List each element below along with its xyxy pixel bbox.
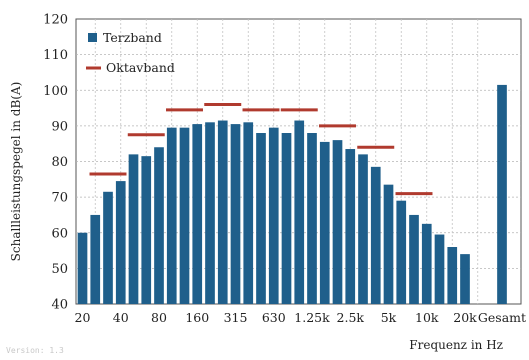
y-tick-label: 110 (43, 48, 68, 63)
y-tick-label: 70 (51, 191, 68, 206)
bar-terzband-5k (384, 185, 394, 304)
y-tick-label: 50 (51, 262, 68, 277)
y-tick-label: 80 (51, 155, 68, 170)
bar-terzband-2.5k (345, 149, 355, 304)
y-tick-label: 40 (51, 298, 68, 313)
bar-terzband-10k (422, 224, 432, 304)
bar-terzband-16k (447, 247, 457, 304)
bar-terzband-40 (116, 181, 126, 304)
legend-label-terzband: Terzband (103, 30, 162, 45)
y-tick-label: 90 (51, 119, 68, 134)
bar-terzband-200 (205, 122, 215, 304)
x-axis-title: Frequenz in Hz (409, 338, 503, 352)
x-tick-label: 20k (453, 310, 477, 325)
legend-swatch-terzband (88, 33, 97, 42)
x-tick-label: 80 (151, 310, 167, 325)
bar-terzband-125 (180, 128, 190, 304)
bar-terzband-3.15k (358, 154, 368, 304)
x-tick-label: Gesamt (478, 310, 526, 325)
bar-terzband-630 (269, 128, 279, 304)
bar-terzband-8k (409, 215, 419, 304)
bar-terzband-63 (141, 156, 151, 304)
bar-gesamt (497, 85, 507, 304)
bar-terzband-400 (243, 122, 253, 304)
x-tick-label: 5k (381, 310, 397, 325)
bar-terzband-25 (90, 215, 100, 304)
bar-terzband-80 (154, 147, 164, 304)
bar-terzband-31.5 (103, 192, 113, 304)
bar-terzband-100 (167, 128, 177, 304)
x-tick-label: 630 (262, 310, 286, 325)
bar-terzband-160 (192, 124, 202, 304)
bar-terzband-12.5k (435, 235, 445, 304)
x-tick-label: 1.25k (294, 310, 330, 325)
bar-terzband-50 (129, 154, 139, 304)
bar-terzband-6.3k (396, 201, 406, 304)
x-tick-label: 2.5k (337, 310, 365, 325)
y-axis-title: Schallleistungspegel in dB(A) (9, 82, 23, 262)
legend-label-oktavband: Oktavband (106, 60, 175, 75)
x-tick-label: 40 (113, 310, 129, 325)
y-tick-label: 120 (43, 13, 68, 28)
y-tick-label: 60 (51, 226, 68, 241)
version-label: Version: 1.3 (6, 346, 64, 355)
x-tick-label: 160 (185, 310, 209, 325)
x-tick-label: 10k (415, 310, 439, 325)
y-tick-label: 100 (43, 84, 68, 99)
x-tick-label: 315 (224, 310, 248, 325)
bar-terzband-500 (256, 133, 266, 304)
bar-terzband-1.25k (307, 133, 317, 304)
bar-terzband-800 (282, 133, 292, 304)
bar-terzband-1.6k (320, 142, 330, 304)
bar-terzband-2k (333, 140, 343, 304)
x-tick-label: 20 (75, 310, 91, 325)
bar-terzband-20 (78, 233, 88, 304)
bar-terzband-315 (231, 124, 241, 304)
bar-terzband-1k (294, 121, 304, 304)
bar-terzband-250 (218, 121, 228, 304)
bar-terzband-20k (460, 254, 470, 304)
bar-terzband-4k (371, 167, 381, 304)
